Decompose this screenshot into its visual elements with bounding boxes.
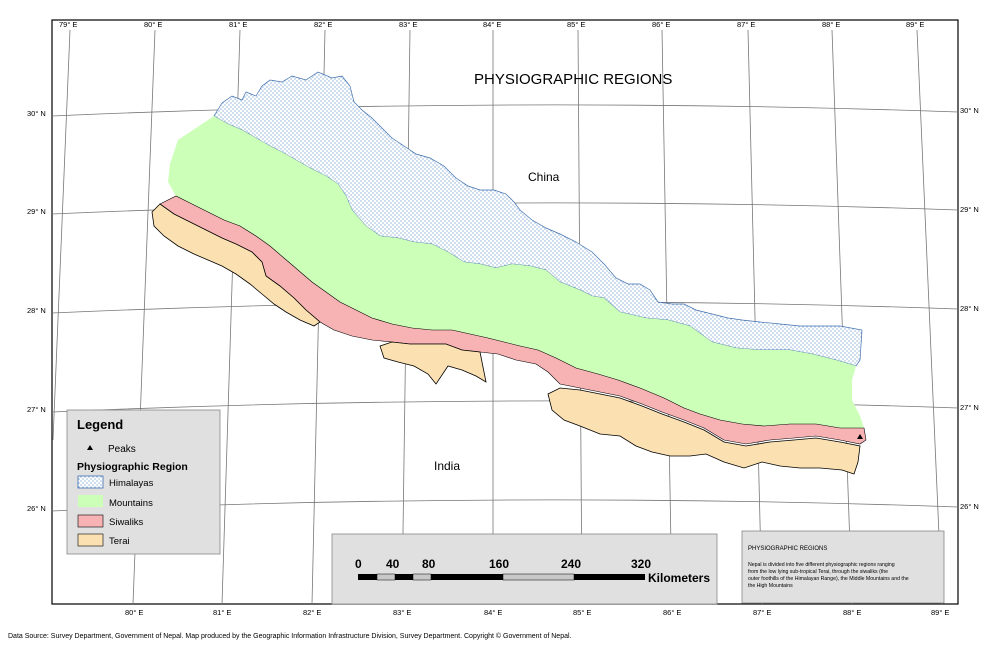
lon-label: 89° E xyxy=(931,608,949,617)
legend-peaks-label: Peaks xyxy=(108,444,136,455)
info-box: PHYSIOGRAPHIC REGIONS Nepal is divided i… xyxy=(741,530,945,604)
info-box-line: the High Mountains xyxy=(748,583,793,589)
scale-tick-40: 40 xyxy=(386,557,400,571)
region-terai xyxy=(547,387,861,475)
lon-label: 84° E xyxy=(484,608,502,617)
scale-bar-background xyxy=(331,533,718,605)
scale-tick-320: 320 xyxy=(631,557,651,571)
lon-label: 81° E xyxy=(229,20,247,29)
scale-bar: 0 40 80 160 240 320 Kilometers xyxy=(331,533,718,605)
legend-item-himalayas: Himalayas xyxy=(109,478,154,489)
legend-swatch-terai xyxy=(77,533,104,547)
region-terai xyxy=(151,203,321,327)
lon-label: 80° E xyxy=(125,608,143,617)
info-box-line: outer foothills of the Himalayan Range),… xyxy=(748,576,909,582)
scale-segment xyxy=(574,574,645,580)
scale-tick-240: 240 xyxy=(561,557,581,571)
lat-label: 27° N xyxy=(960,403,979,412)
scale-segment xyxy=(431,574,503,580)
country-label-india: India xyxy=(434,459,460,473)
scale-tick-160: 160 xyxy=(489,557,509,571)
scale-segment xyxy=(376,573,396,581)
peak-marker-icon xyxy=(857,434,863,439)
scale-unit-label: Kilometers xyxy=(648,571,710,585)
legend-item-siwaliks: Siwaliks xyxy=(109,517,144,528)
lon-label: 80° E xyxy=(144,20,162,29)
latitude-labels-left: 30° N 29° N 28° N 27° N 26° N xyxy=(27,109,46,513)
legend-swatch-mountains xyxy=(78,495,103,507)
country-label-china: China xyxy=(528,170,560,184)
data-source-footer: Data Source: Survey Department, Governme… xyxy=(8,633,572,640)
lat-label: 29° N xyxy=(960,205,979,214)
info-box-title: PHYSIOGRAPHIC REGIONS xyxy=(748,546,827,552)
region-terai xyxy=(379,341,487,385)
legend-swatch-himalayas xyxy=(77,475,104,489)
info-box-line: from the low lying sub-tropical Terai, t… xyxy=(748,569,888,575)
legend-region-heading: Physiographic Region xyxy=(77,461,188,473)
lat-label: 27° N xyxy=(27,405,46,414)
region-siwaliks xyxy=(159,195,867,445)
lon-label: 89° E xyxy=(906,20,924,29)
lon-label: 84° E xyxy=(483,20,501,29)
info-box-line: Nepal is divided into five different phy… xyxy=(748,562,895,568)
lon-label: 82° E xyxy=(314,20,332,29)
lat-label: 26° N xyxy=(960,502,979,511)
lat-label: 26° N xyxy=(27,504,46,513)
longitude-labels-bottom: 80° E 81° E 82° E 83° E 84° E 85° E 86° … xyxy=(125,608,949,617)
lon-label: 86° E xyxy=(663,608,681,617)
lat-label: 28° N xyxy=(27,306,46,315)
lon-label: 88° E xyxy=(822,20,840,29)
scale-segment xyxy=(412,573,432,581)
legend-panel: Legend Peaks Physiographic Region Himala… xyxy=(66,409,221,555)
lat-label: 30° N xyxy=(27,109,46,118)
map-title: PHYSIOGRAPHIC REGIONS xyxy=(474,71,672,88)
lon-label: 82° E xyxy=(303,608,321,617)
longitude-labels-top: 79° E 80° E 81° E 82° E 83° E 84° E 85° … xyxy=(59,20,924,29)
lon-label: 85° E xyxy=(573,608,591,617)
latitude-labels-right: 30° N 29° N 28° N 27° N 26° N xyxy=(960,106,979,511)
lon-label: 83° E xyxy=(393,608,411,617)
scale-segment xyxy=(502,573,575,581)
scale-tick-80: 80 xyxy=(422,557,436,571)
lat-label: 30° N xyxy=(960,106,979,115)
scale-tick-0: 0 xyxy=(355,557,362,571)
peaks-legend-icon xyxy=(87,445,93,450)
info-box-background xyxy=(741,530,945,604)
lon-label: 81° E xyxy=(213,608,231,617)
lon-label: 83° E xyxy=(399,20,417,29)
lat-label: 29° N xyxy=(27,207,46,216)
scale-segment xyxy=(358,574,377,580)
legend-item-terai: Terai xyxy=(109,536,130,547)
legend-swatch-siwaliks xyxy=(77,514,104,528)
legend-item-mountains: Mountains xyxy=(109,498,153,509)
legend-title: Legend xyxy=(77,417,123,432)
lon-label: 79° E xyxy=(59,20,77,29)
lon-label: 87° E xyxy=(753,608,771,617)
lon-label: 86° E xyxy=(652,20,670,29)
lon-label: 85° E xyxy=(567,20,585,29)
lon-label: 88° E xyxy=(843,608,861,617)
scale-segment xyxy=(395,574,413,580)
lat-label: 28° N xyxy=(960,304,979,313)
lon-label: 87° E xyxy=(737,20,755,29)
region-mountains xyxy=(168,116,864,428)
